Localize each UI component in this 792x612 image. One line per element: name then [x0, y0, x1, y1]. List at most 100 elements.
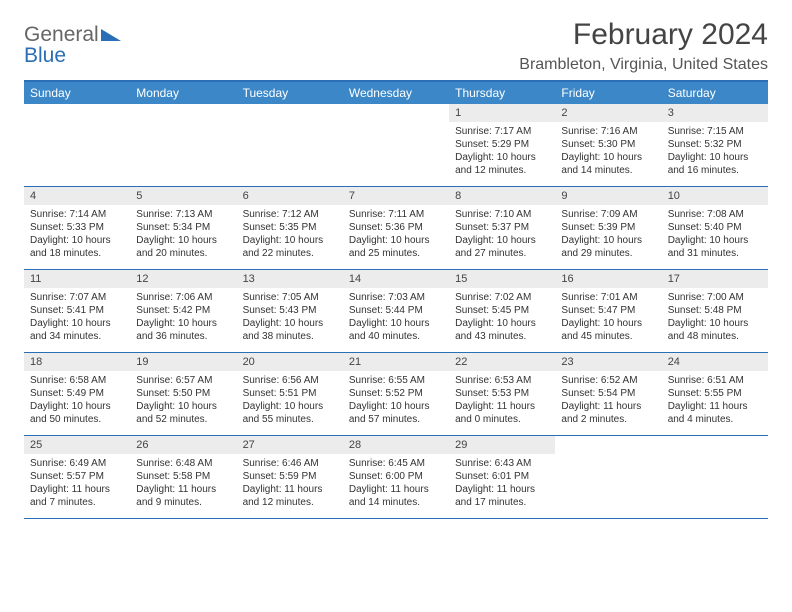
sunset-text: Sunset: 5:43 PM: [243, 304, 337, 317]
sunset-text: Sunset: 5:41 PM: [30, 304, 124, 317]
day-body: Sunrise: 7:17 AMSunset: 5:29 PMDaylight:…: [449, 122, 555, 183]
daylight-text: Daylight: 10 hours and 45 minutes.: [561, 317, 655, 343]
daylight-text: Daylight: 10 hours and 22 minutes.: [243, 234, 337, 260]
daylight-text: Daylight: 10 hours and 14 minutes.: [561, 151, 655, 177]
daylight-text: Daylight: 10 hours and 48 minutes.: [668, 317, 762, 343]
day-body: Sunrise: 6:48 AMSunset: 5:58 PMDaylight:…: [130, 454, 236, 515]
daylight-text: Daylight: 11 hours and 7 minutes.: [30, 483, 124, 509]
day-number: 9: [555, 187, 661, 205]
day-body: Sunrise: 6:45 AMSunset: 6:00 PMDaylight:…: [343, 454, 449, 515]
day-body: Sunrise: 7:07 AMSunset: 5:41 PMDaylight:…: [24, 288, 130, 349]
day-number: 29: [449, 436, 555, 454]
calendar: Sunday Monday Tuesday Wednesday Thursday…: [24, 80, 768, 519]
day-number: 6: [237, 187, 343, 205]
sunset-text: Sunset: 5:44 PM: [349, 304, 443, 317]
day-body: Sunrise: 6:46 AMSunset: 5:59 PMDaylight:…: [237, 454, 343, 515]
sunset-text: Sunset: 5:40 PM: [668, 221, 762, 234]
sunrise-text: Sunrise: 6:55 AM: [349, 374, 443, 387]
weekday-header: Thursday: [449, 82, 555, 104]
daylight-text: Daylight: 10 hours and 20 minutes.: [136, 234, 230, 260]
day-number: 22: [449, 353, 555, 371]
day-body: Sunrise: 6:55 AMSunset: 5:52 PMDaylight:…: [343, 371, 449, 432]
weekday-header: Wednesday: [343, 82, 449, 104]
sunrise-text: Sunrise: 7:01 AM: [561, 291, 655, 304]
calendar-day: 16Sunrise: 7:01 AMSunset: 5:47 PMDayligh…: [555, 270, 661, 352]
day-body: Sunrise: 7:02 AMSunset: 5:45 PMDaylight:…: [449, 288, 555, 349]
day-number: 15: [449, 270, 555, 288]
day-body: Sunrise: 7:15 AMSunset: 5:32 PMDaylight:…: [662, 122, 768, 183]
daylight-text: Daylight: 11 hours and 4 minutes.: [668, 400, 762, 426]
day-number: 5: [130, 187, 236, 205]
day-number: 25: [24, 436, 130, 454]
day-body: Sunrise: 7:03 AMSunset: 5:44 PMDaylight:…: [343, 288, 449, 349]
daylight-text: Daylight: 11 hours and 12 minutes.: [243, 483, 337, 509]
calendar-week: 4Sunrise: 7:14 AMSunset: 5:33 PMDaylight…: [24, 187, 768, 270]
calendar-day: 2Sunrise: 7:16 AMSunset: 5:30 PMDaylight…: [555, 104, 661, 186]
calendar-day: 27Sunrise: 6:46 AMSunset: 5:59 PMDayligh…: [237, 436, 343, 518]
sunrise-text: Sunrise: 6:56 AM: [243, 374, 337, 387]
day-body: Sunrise: 6:56 AMSunset: 5:51 PMDaylight:…: [237, 371, 343, 432]
weekday-header: Saturday: [662, 82, 768, 104]
calendar-day: 9Sunrise: 7:09 AMSunset: 5:39 PMDaylight…: [555, 187, 661, 269]
sunrise-text: Sunrise: 6:52 AM: [561, 374, 655, 387]
daylight-text: Daylight: 10 hours and 55 minutes.: [243, 400, 337, 426]
calendar-day: 15Sunrise: 7:02 AMSunset: 5:45 PMDayligh…: [449, 270, 555, 352]
calendar-day: [555, 436, 661, 518]
sunset-text: Sunset: 5:42 PM: [136, 304, 230, 317]
day-number: 2: [555, 104, 661, 122]
daylight-text: Daylight: 10 hours and 27 minutes.: [455, 234, 549, 260]
calendar-day: 10Sunrise: 7:08 AMSunset: 5:40 PMDayligh…: [662, 187, 768, 269]
title-block: February 2024 Brambleton, Virginia, Unit…: [519, 18, 768, 74]
sunrise-text: Sunrise: 7:14 AM: [30, 208, 124, 221]
day-number: 24: [662, 353, 768, 371]
sunset-text: Sunset: 5:58 PM: [136, 470, 230, 483]
calendar-day: [237, 104, 343, 186]
calendar-day: 1Sunrise: 7:17 AMSunset: 5:29 PMDaylight…: [449, 104, 555, 186]
weekday-header: Monday: [130, 82, 236, 104]
sunrise-text: Sunrise: 7:00 AM: [668, 291, 762, 304]
day-number: 13: [237, 270, 343, 288]
day-body: Sunrise: 7:09 AMSunset: 5:39 PMDaylight:…: [555, 205, 661, 266]
calendar-day: 4Sunrise: 7:14 AMSunset: 5:33 PMDaylight…: [24, 187, 130, 269]
daylight-text: Daylight: 11 hours and 17 minutes.: [455, 483, 549, 509]
sunrise-text: Sunrise: 6:43 AM: [455, 457, 549, 470]
day-number: 4: [24, 187, 130, 205]
weekday-header: Friday: [555, 82, 661, 104]
sunset-text: Sunset: 6:00 PM: [349, 470, 443, 483]
day-number: 11: [24, 270, 130, 288]
daylight-text: Daylight: 10 hours and 25 minutes.: [349, 234, 443, 260]
sunrise-text: Sunrise: 7:07 AM: [30, 291, 124, 304]
calendar-day: 25Sunrise: 6:49 AMSunset: 5:57 PMDayligh…: [24, 436, 130, 518]
day-body: Sunrise: 7:12 AMSunset: 5:35 PMDaylight:…: [237, 205, 343, 266]
calendar-day: 29Sunrise: 6:43 AMSunset: 6:01 PMDayligh…: [449, 436, 555, 518]
calendar-day: 11Sunrise: 7:07 AMSunset: 5:41 PMDayligh…: [24, 270, 130, 352]
calendar-day: 14Sunrise: 7:03 AMSunset: 5:44 PMDayligh…: [343, 270, 449, 352]
sunset-text: Sunset: 5:53 PM: [455, 387, 549, 400]
daylight-text: Daylight: 10 hours and 12 minutes.: [455, 151, 549, 177]
sunrise-text: Sunrise: 7:03 AM: [349, 291, 443, 304]
day-number: 7: [343, 187, 449, 205]
day-body: Sunrise: 6:53 AMSunset: 5:53 PMDaylight:…: [449, 371, 555, 432]
daylight-text: Daylight: 10 hours and 52 minutes.: [136, 400, 230, 426]
day-body: Sunrise: 7:13 AMSunset: 5:34 PMDaylight:…: [130, 205, 236, 266]
daylight-text: Daylight: 11 hours and 9 minutes.: [136, 483, 230, 509]
day-number: 21: [343, 353, 449, 371]
daylight-text: Daylight: 10 hours and 36 minutes.: [136, 317, 230, 343]
day-number: 12: [130, 270, 236, 288]
calendar-day: [662, 436, 768, 518]
day-body: Sunrise: 7:14 AMSunset: 5:33 PMDaylight:…: [24, 205, 130, 266]
daylight-text: Daylight: 10 hours and 38 minutes.: [243, 317, 337, 343]
calendar-day: 13Sunrise: 7:05 AMSunset: 5:43 PMDayligh…: [237, 270, 343, 352]
day-body: Sunrise: 6:49 AMSunset: 5:57 PMDaylight:…: [24, 454, 130, 515]
sunrise-text: Sunrise: 7:17 AM: [455, 125, 549, 138]
daylight-text: Daylight: 10 hours and 31 minutes.: [668, 234, 762, 260]
calendar-day: 3Sunrise: 7:15 AMSunset: 5:32 PMDaylight…: [662, 104, 768, 186]
sunrise-text: Sunrise: 7:11 AM: [349, 208, 443, 221]
calendar-day: 21Sunrise: 6:55 AMSunset: 5:52 PMDayligh…: [343, 353, 449, 435]
day-body: Sunrise: 6:51 AMSunset: 5:55 PMDaylight:…: [662, 371, 768, 432]
logo-triangle-icon: [101, 24, 121, 45]
day-number: 19: [130, 353, 236, 371]
calendar-day: 18Sunrise: 6:58 AMSunset: 5:49 PMDayligh…: [24, 353, 130, 435]
sunrise-text: Sunrise: 7:12 AM: [243, 208, 337, 221]
calendar-day: 23Sunrise: 6:52 AMSunset: 5:54 PMDayligh…: [555, 353, 661, 435]
